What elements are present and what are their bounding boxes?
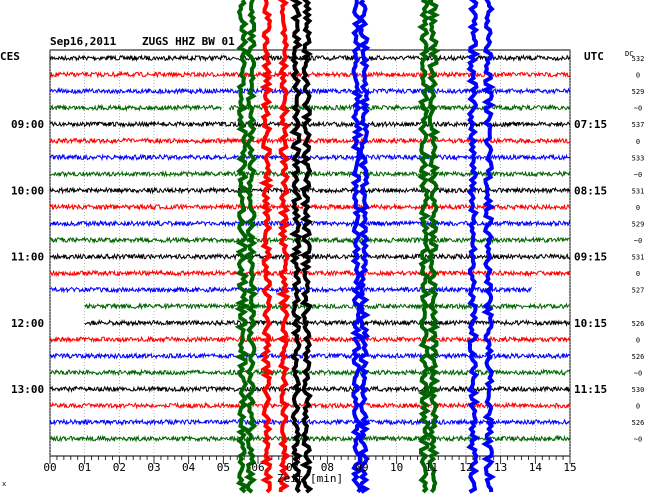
- dc-offset-label: ~0: [634, 105, 642, 113]
- plot-frame: [49, 49, 571, 457]
- dc-offset-label: 526: [632, 320, 645, 328]
- dc-offset-label: 0: [636, 72, 640, 80]
- trace-12: [49, 236, 571, 245]
- right-time-label: 07:15: [574, 118, 607, 131]
- x-tick-label: 04: [182, 461, 196, 474]
- dc-offset-label: 0: [636, 403, 640, 411]
- x-tick-label: 08: [321, 461, 334, 474]
- burst-1: [234, 0, 251, 494]
- dc-offset-label: 537: [632, 121, 645, 129]
- trace-10: [49, 202, 571, 211]
- dc-offset-label: 0: [636, 204, 640, 212]
- dc-offset-label: 527: [632, 287, 645, 295]
- x-tick-label: 12: [459, 461, 472, 474]
- trace-23: [49, 418, 571, 427]
- trace-4: [49, 103, 571, 112]
- x-tick-label: 06: [251, 461, 264, 474]
- left-time-label: 11:00: [11, 251, 44, 264]
- dc-offset-label: ~0: [634, 237, 642, 245]
- trace-14: [49, 268, 571, 278]
- x-tick-label: 03: [147, 461, 160, 474]
- x-tick-label: 11: [425, 461, 438, 474]
- trace-17: [84, 318, 571, 327]
- trace-15: [49, 285, 532, 294]
- x-tick-label: 01: [78, 461, 91, 474]
- burst-12: [480, 0, 496, 493]
- x-tick-label: 14: [529, 461, 543, 474]
- left-time-label: 12:00: [11, 317, 44, 330]
- dc-label: DC: [625, 50, 633, 58]
- right-time-label: 10:15: [574, 317, 607, 330]
- burst-7: [350, 0, 365, 494]
- burst-4: [275, 0, 291, 493]
- left-zone-label: CES: [0, 50, 20, 63]
- x-tick-label: 00: [43, 461, 56, 474]
- trace-8: [49, 169, 571, 178]
- trace-18: [49, 335, 571, 344]
- burst-11: [466, 0, 481, 494]
- right-time-label: 11:15: [574, 383, 607, 396]
- dc-offset-label: 530: [632, 386, 645, 394]
- dc-offset-label: 529: [632, 221, 645, 229]
- x-tick-label: 05: [217, 461, 230, 474]
- dc-offset-label: 529: [632, 88, 645, 96]
- trace-19: [49, 351, 571, 360]
- dc-offset-label: 531: [632, 187, 645, 195]
- station-label: ZUGS HHZ BW 01: [142, 35, 235, 48]
- dc-offset-label: 526: [632, 353, 645, 361]
- dc-offset-label: 0: [636, 138, 640, 146]
- trace-20: [49, 368, 571, 377]
- dc-offset-label: ~0: [634, 171, 642, 179]
- dc-offset-label: 533: [632, 154, 645, 162]
- burst-9: [417, 0, 432, 494]
- burst-2: [243, 0, 259, 494]
- dc-offset-label: 531: [632, 254, 645, 262]
- burst-10: [425, 0, 441, 494]
- x-axis-title: Zeit [min]: [277, 472, 343, 485]
- dc-offset-label: 526: [632, 419, 645, 427]
- trace-2: [49, 70, 571, 79]
- dc-offset-label: 532: [632, 55, 645, 63]
- x-tick-label: 07: [286, 461, 299, 474]
- left-time-label: 13:00: [11, 383, 44, 396]
- burst-6: [299, 0, 314, 494]
- trace-6: [49, 136, 571, 145]
- right-time-label: 09:15: [574, 251, 607, 264]
- trace-24: [49, 434, 571, 443]
- right-time-label: 08:15: [574, 184, 607, 197]
- trace-21: [49, 384, 571, 394]
- trace-9: [49, 186, 571, 195]
- x-tick-label: 15: [563, 461, 576, 474]
- dc-offset-label: ~0: [634, 369, 642, 377]
- x-tick-label: 02: [113, 461, 126, 474]
- left-time-label: 10:00: [11, 184, 44, 197]
- x-tick-label: 13: [494, 461, 507, 474]
- label-layer: 09:00 10:00 11:00 12:00 13:00 07:15 08:15 09:15…: [11, 55, 644, 474]
- date-label: Sep16,2011: [50, 35, 117, 48]
- dc-offset-label: ~0: [634, 436, 642, 444]
- left-time-label: 09:00: [11, 118, 44, 131]
- trace-3: [49, 86, 571, 96]
- right-zone-label: UTC: [584, 50, 604, 63]
- burst-8: [355, 0, 371, 494]
- dc-offset-label: 0: [636, 270, 640, 278]
- x-tick-label: 09: [355, 461, 368, 474]
- burst-3: [258, 0, 275, 494]
- x-tick-label: 10: [390, 461, 403, 474]
- trace-16: [84, 302, 571, 311]
- burst-layer: [234, 0, 496, 494]
- burst-5: [289, 0, 303, 494]
- corner-mark: x: [2, 480, 6, 488]
- dc-offset-label: 0: [636, 336, 640, 344]
